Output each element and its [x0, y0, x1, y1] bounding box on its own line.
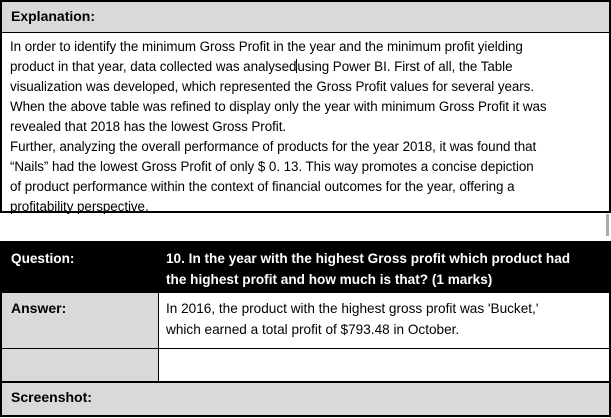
- explanation-line: of product performance within the contex…: [10, 179, 515, 194]
- question-row: Question: 10. In the year with the highe…: [2, 243, 609, 292]
- answer-row: Answer: In 2016, the product with the hi…: [2, 292, 609, 348]
- screenshot-label: Screenshot:: [11, 389, 92, 405]
- question-label-cell[interactable]: Question:: [2, 243, 159, 292]
- explanation-line: profitability perspective.: [10, 199, 149, 214]
- explanation-line: visualization was developed, which repre…: [10, 79, 534, 94]
- answer-line-1: In 2016, the product with the highest gr…: [166, 301, 539, 316]
- explanation-line: revealed that 2018 has the lowest Gross …: [10, 119, 287, 134]
- answer-label-cell[interactable]: Answer:: [2, 293, 159, 348]
- explanation-line: “Nails” had the lowest Gross Profit of o…: [10, 159, 534, 174]
- screenshot-row[interactable]: Screenshot:: [2, 381, 609, 415]
- explanation-body-cell[interactable]: In order to identify the minimum Gross P…: [2, 33, 609, 214]
- explanation-line: In order to identify the minimum Gross P…: [10, 39, 523, 54]
- empty-label-cell[interactable]: [2, 349, 159, 381]
- question-text-cell[interactable]: 10. In the year with the highest Gross p…: [159, 243, 609, 292]
- empty-text-cell[interactable]: [159, 349, 609, 381]
- explanation-line: Further, analyzing the overall performan…: [10, 139, 537, 154]
- question-line-2: the highest profit and how much is that?…: [166, 272, 493, 287]
- explanation-table: Explanation: In order to identify the mi…: [0, 0, 611, 214]
- qa-table: Question: 10. In the year with the highe…: [0, 241, 611, 417]
- explanation-line: product in that year, data collected was…: [10, 59, 513, 74]
- explanation-header-cell[interactable]: Explanation:: [2, 2, 609, 33]
- answer-line-2: which earned a total profit of $793.48 i…: [166, 322, 460, 337]
- answer-text-cell[interactable]: In 2016, the product with the highest gr…: [159, 293, 609, 348]
- question-label: Question:: [11, 251, 75, 266]
- empty-row: [2, 348, 609, 381]
- text-cursor: [296, 59, 298, 73]
- explanation-header-label: Explanation:: [11, 8, 96, 24]
- table-resize-mark: [606, 214, 609, 236]
- explanation-line: When the above table was refined to disp…: [10, 99, 547, 114]
- answer-label: Answer:: [11, 300, 67, 316]
- question-line-1: 10. In the year with the highest Gross p…: [166, 251, 571, 266]
